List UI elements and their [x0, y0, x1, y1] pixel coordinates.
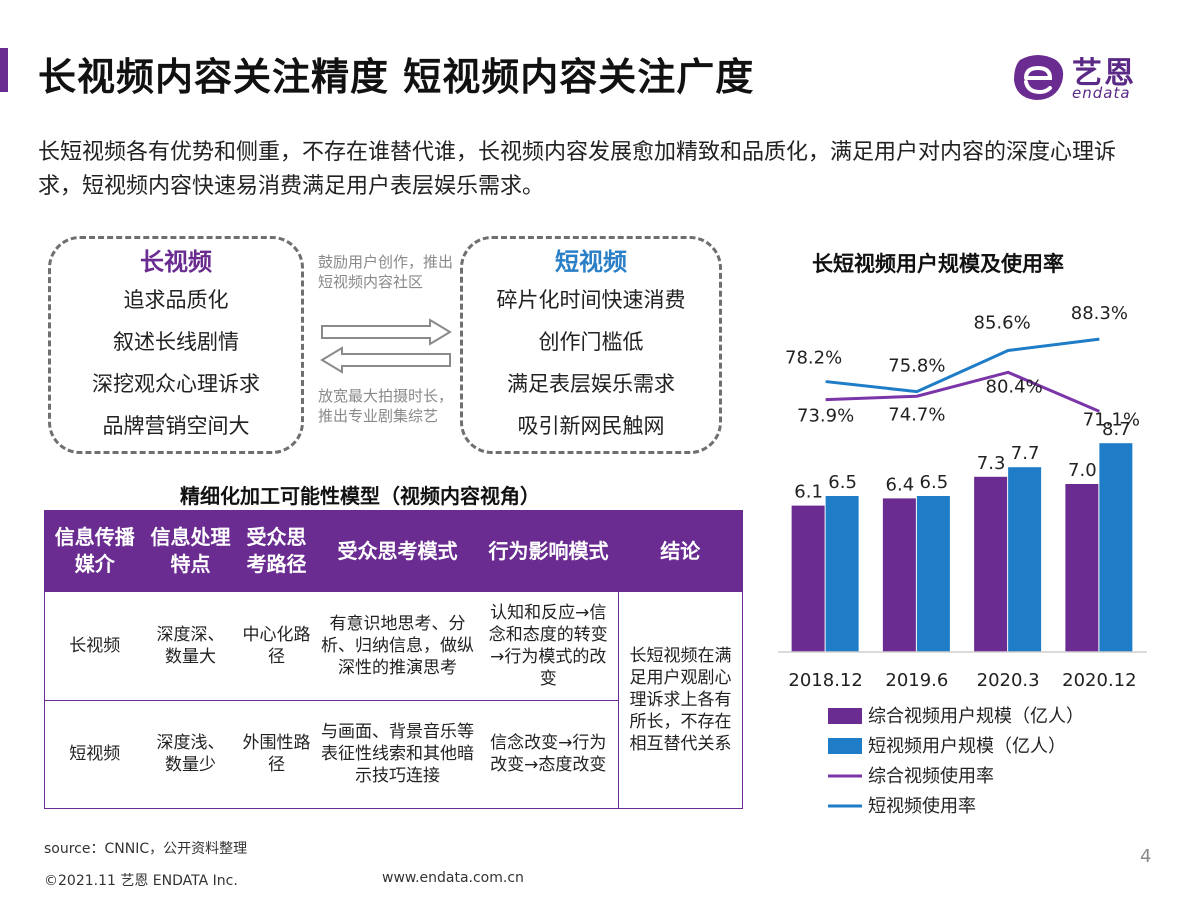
long-to-short-note: 鼓励用户创作，推出短视频内容社区 [318, 253, 454, 291]
chart-title: 长短视频用户规模及使用率 [812, 252, 1064, 276]
table-header-cell: 信息传播媒介 [44, 510, 145, 592]
table-header-cell: 信息处理特点 [144, 510, 237, 592]
line-data-label: 74.7% [888, 404, 945, 425]
table-cell: 中心化路径 [236, 592, 317, 701]
table-cell: 外围性路径 [242, 733, 311, 775]
line-data-label: 71.1% [1083, 409, 1140, 430]
line-data-label: 73.9% [797, 406, 854, 427]
short-video-item: 满足表层娱乐需求 [507, 372, 675, 396]
table-header-row: 信息传播媒介 信息处理特点 受众思考路径 受众思考模式 行为影响模式 结论 [44, 510, 743, 592]
chart-bar [1008, 467, 1042, 652]
chart-bar [1065, 484, 1099, 652]
logo-english-text: endata [1072, 84, 1131, 102]
legend-bar-swatch [828, 708, 862, 724]
bar-data-label: 6.5 [920, 472, 949, 493]
table-cell: 有意识地思考、分析、归纳信息，做纵深性的推演思考 [316, 592, 479, 701]
table-cell: 深度浅、数量少 [156, 733, 225, 775]
chart-bar [825, 496, 859, 652]
source-note: source：CNNIC，公开资料整理 [44, 841, 248, 857]
bar-data-label: 6.1 [794, 482, 823, 503]
table-header-cell: 结论 [618, 510, 743, 592]
long-video-box: 长视频 追求品质化 叙述长线剧情 深挖观众心理诉求 品牌营销空间大 [48, 236, 304, 454]
x-tick-label: 2018.12 [788, 670, 862, 691]
table-row: 短视频 深度浅、数量少 外围性路径 与画面、背景音乐等表征性线索和其他暗示技巧连… [45, 700, 743, 808]
bar-data-label: 7.0 [1068, 460, 1097, 481]
model-table-title: 精细化加工可能性模型（视频内容视角） [180, 484, 540, 508]
bar-data-label: 7.3 [977, 453, 1006, 474]
chart-bar [882, 498, 916, 652]
chart-bar [1099, 443, 1133, 652]
short-video-item: 碎片化时间快速消费 [496, 288, 686, 312]
intro-paragraph: 长短视频各有优势和侧重，不存在谁替代谁，长视频内容发展愈加精致和品质化，满足用户… [38, 140, 1117, 199]
line-data-label: 88.3% [1071, 303, 1128, 324]
table-header-cell: 受众思考路径 [236, 510, 317, 592]
page-number: 4 [1140, 846, 1152, 867]
short-video-title: 短视频 [555, 248, 627, 276]
line-data-label: 85.6% [974, 312, 1031, 333]
short-video-box: 短视频 碎片化时间快速消费 创作门槛低 满足表层娱乐需求 吸引新网民触网 [460, 236, 722, 454]
x-tick-label: 2020.12 [1062, 670, 1136, 691]
legend-label: 综合视频用户规模（亿人） [868, 706, 1084, 727]
chart-bar [974, 476, 1008, 652]
bar-data-label: 6.4 [886, 474, 915, 495]
chart-bar [791, 505, 825, 652]
endata-logo-icon [1014, 55, 1064, 100]
long-video-item: 叙述长线剧情 [113, 330, 239, 354]
bar-data-label: 6.5 [828, 472, 857, 493]
legend-label: 短视频用户规模（亿人） [868, 736, 1066, 757]
logo-chinese-text: 艺恩 [1072, 56, 1136, 91]
model-table: 信息传播媒介 信息处理特点 受众思考路径 受众思考模式 行为影响模式 结论 长视… [44, 510, 743, 809]
table-header-cell: 行为影响模式 [478, 510, 619, 592]
table-cell: 深度深、数量大 [144, 592, 237, 701]
table-cell: 与画面、背景音乐等表征性线索和其他暗示技巧连接 [321, 722, 474, 786]
legend-bar-swatch [828, 738, 862, 754]
chart-line-series [825, 370, 1100, 413]
line-data-label: 80.4% [986, 376, 1043, 397]
short-to-long-note: 放宽最大拍摄时长，推出专业剧集综艺 [318, 387, 454, 425]
table-cell: 信念改变→行为改变→态度改变 [490, 733, 607, 775]
table-cell: 短视频 [69, 744, 121, 764]
short-video-item: 创作门槛低 [538, 330, 644, 354]
line-data-label: 75.8% [888, 356, 945, 377]
bar-data-label: 8.7 [1102, 419, 1131, 440]
long-video-item: 追求品质化 [123, 288, 229, 312]
table-cell: 长视频 [44, 592, 145, 701]
title-accent-bar [0, 48, 8, 92]
legend-label: 综合视频使用率 [868, 766, 994, 787]
table-conclusion-cell: 长短视频在满足用户观剧心理诉求上各有所长，不存在相互替代关系 [618, 592, 743, 809]
left-arrow-icon [320, 346, 451, 374]
bar-data-label: 7.7 [1011, 443, 1040, 464]
table-header-cell: 受众思考模式 [316, 510, 479, 592]
website-text: www.endata.com.cn [382, 870, 524, 886]
long-video-item: 品牌营销空间大 [102, 414, 250, 438]
chart-line-series [825, 337, 1100, 394]
exchange-arrows-icon [320, 318, 452, 374]
table-row: 长视频 深度深、数量大 中心化路径 有意识地思考、分析、归纳信息，做纵深性的推演… [44, 592, 743, 809]
short-video-item: 吸引新网民触网 [517, 414, 665, 438]
long-video-title: 长视频 [140, 248, 212, 276]
x-tick-label: 2020.3 [977, 670, 1040, 691]
chart-bar [916, 496, 950, 652]
right-arrow-icon [321, 318, 452, 346]
table-cell: 认知和反应→信念和态度的转变→行为模式的改变 [478, 592, 619, 701]
long-video-item: 深挖观众心理诉求 [92, 372, 260, 396]
page-title: 长视频内容关注精度 短视频内容关注广度 [38, 55, 755, 99]
endata-logo: 艺恩 endata [1010, 48, 1160, 106]
legend-label: 短视频使用率 [868, 796, 976, 817]
copyright-text: ©2021.11 艺恩 ENDATA Inc. [44, 873, 238, 889]
x-tick-label: 2019.6 [885, 670, 948, 691]
line-data-label: 78.2% [785, 348, 842, 369]
